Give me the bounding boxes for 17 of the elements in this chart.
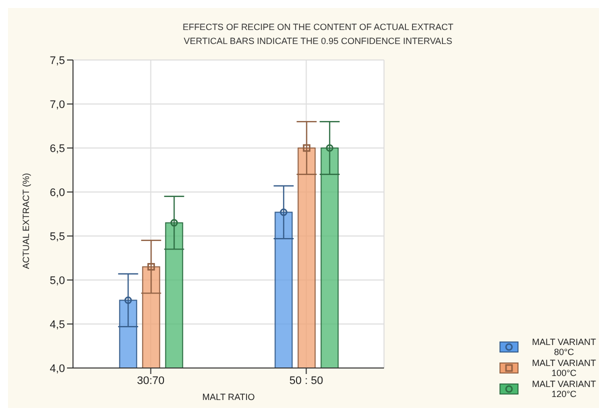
x-tick-label: 50 : 50 xyxy=(289,374,324,387)
chart-title: EFFECTS OF RECIPE ON THE CONTENT OF ACTUAL EXTRACT xyxy=(182,21,454,34)
y-tick-label: 4,0 xyxy=(50,362,65,375)
y-tick-label: 5,5 xyxy=(50,230,65,243)
x-tick-label: 30:70 xyxy=(136,374,165,387)
chart-subtitle: VERTICAL BARS INDICATE THE 0.95 CONFIDENCE INTERVALS xyxy=(182,35,454,48)
y-tick-label: 4,5 xyxy=(50,318,65,331)
y-axis-title: ACTUAL EXTRACT (%) xyxy=(21,172,32,269)
legend-label: MALT VARIANT 120°C xyxy=(530,379,597,399)
legend-label: MALT VARIANT 80°C xyxy=(530,337,597,357)
y-tick-label: 7,5 xyxy=(50,54,65,67)
x-axis-title: MALT RATIO xyxy=(202,392,255,402)
y-tick-label: 5,0 xyxy=(50,274,65,287)
y-tick-label: 7,0 xyxy=(50,98,65,111)
y-tick-label: 6,5 xyxy=(50,142,65,155)
legend-label: MALT VARIANT 100°C xyxy=(530,358,597,378)
y-tick-label: 6,0 xyxy=(50,186,65,199)
